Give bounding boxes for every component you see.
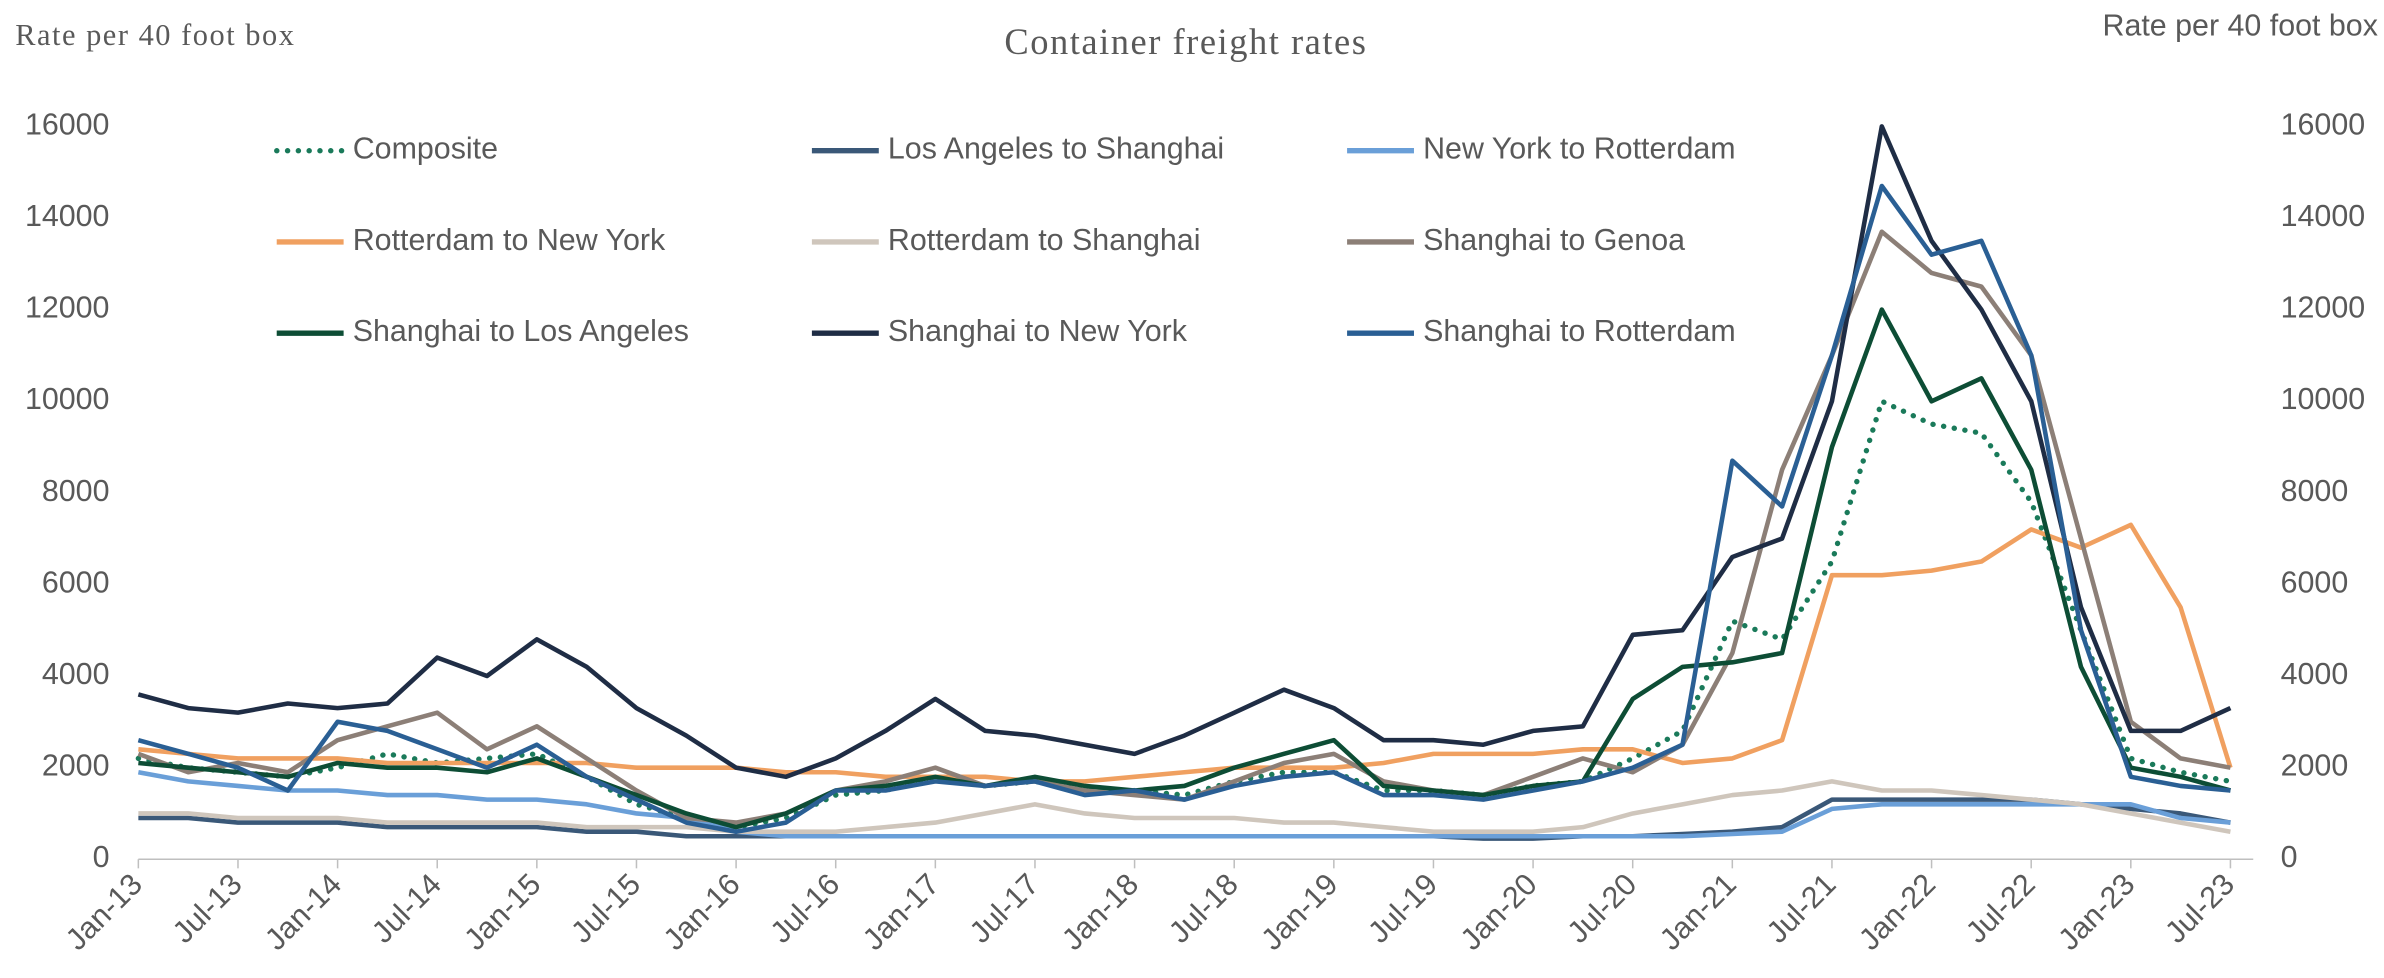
x-tick-label: Jan-13 bbox=[59, 867, 149, 957]
x-tick-label: Jan-15 bbox=[458, 867, 548, 957]
x-tick-label: Jan-19 bbox=[1255, 867, 1345, 957]
y-tick-label: 10000 bbox=[25, 382, 110, 416]
legend-label: Los Angeles to Shanghai bbox=[888, 132, 1224, 166]
line-series bbox=[137, 770, 2231, 839]
x-tick-label: Jan-16 bbox=[657, 867, 747, 957]
x-tick-label: Jan-18 bbox=[1055, 867, 1145, 957]
y-tick-label: 8000 bbox=[42, 474, 110, 508]
legend-label: New York to Rotterdam bbox=[1423, 132, 1735, 166]
x-tick-label: Jul-22 bbox=[1959, 867, 2042, 950]
line-series bbox=[138, 307, 2232, 830]
x-tick-label: Jul-21 bbox=[1760, 867, 1843, 950]
x-tick-label: Jan-21 bbox=[1653, 867, 1743, 957]
legend-label: Rotterdam to New York bbox=[353, 223, 666, 257]
legend-label: Composite bbox=[353, 132, 498, 166]
y2-axis-label: Rate per 40 foot box bbox=[2103, 9, 2378, 43]
x-tick-label: Jan-20 bbox=[1454, 867, 1544, 957]
line-series bbox=[138, 522, 2233, 784]
x-tick-label: Jan-23 bbox=[2052, 867, 2142, 957]
legend-label: Shanghai to Los Angeles bbox=[353, 314, 689, 348]
y-axis-label: Rate per 40 foot box bbox=[15, 18, 295, 52]
y2-tick-label: 16000 bbox=[2281, 107, 2366, 141]
x-tick-label: Jul-16 bbox=[764, 867, 847, 950]
line-series bbox=[137, 124, 2232, 780]
y-tick-label: 4000 bbox=[42, 657, 110, 691]
x-tick-label: Jul-14 bbox=[365, 867, 448, 950]
x-tick-label: Jul-17 bbox=[963, 867, 1046, 950]
line-series bbox=[138, 779, 2231, 834]
x-tick-label: Jan-17 bbox=[856, 867, 946, 957]
legend-label: Shanghai to Genoa bbox=[1423, 223, 1685, 257]
y-tick-label: 6000 bbox=[42, 565, 110, 599]
x-tick-label: Jan-22 bbox=[1852, 867, 1942, 957]
x-tick-label: Jul-18 bbox=[1162, 867, 1245, 950]
y-tick-label: 14000 bbox=[25, 199, 110, 233]
y2-tick-label: 6000 bbox=[2281, 565, 2349, 599]
legend-label: Shanghai to Rotterdam bbox=[1423, 314, 1736, 348]
y2-tick-label: 0 bbox=[2281, 840, 2298, 874]
line-series bbox=[137, 183, 2231, 834]
legend-label: Shanghai to New York bbox=[888, 314, 1188, 348]
y2-tick-label: 12000 bbox=[2281, 291, 2366, 325]
y-tick-label: 2000 bbox=[42, 749, 110, 783]
chart-title: Container freight rates bbox=[1004, 21, 1367, 62]
x-tick-label: Jul-19 bbox=[1362, 867, 1445, 950]
y-tick-label: 16000 bbox=[25, 107, 110, 141]
x-tick-label: Jul-23 bbox=[2158, 867, 2241, 950]
y2-tick-label: 4000 bbox=[2281, 657, 2349, 691]
x-tick-label: Jan-14 bbox=[258, 867, 348, 957]
y2-tick-label: 8000 bbox=[2281, 474, 2349, 508]
y-tick-label: 0 bbox=[93, 840, 110, 874]
y2-tick-label: 14000 bbox=[2281, 199, 2366, 233]
x-tick-label: Jul-13 bbox=[166, 867, 249, 950]
x-tick-label: Jul-15 bbox=[565, 867, 648, 950]
x-tick-label: Jul-20 bbox=[1561, 867, 1644, 950]
y2-tick-label: 10000 bbox=[2281, 382, 2366, 416]
line-series bbox=[135, 398, 2234, 830]
y2-tick-label: 2000 bbox=[2281, 749, 2349, 783]
legend-label: Rotterdam to Shanghai bbox=[888, 223, 1201, 257]
y-tick-label: 12000 bbox=[25, 291, 110, 325]
